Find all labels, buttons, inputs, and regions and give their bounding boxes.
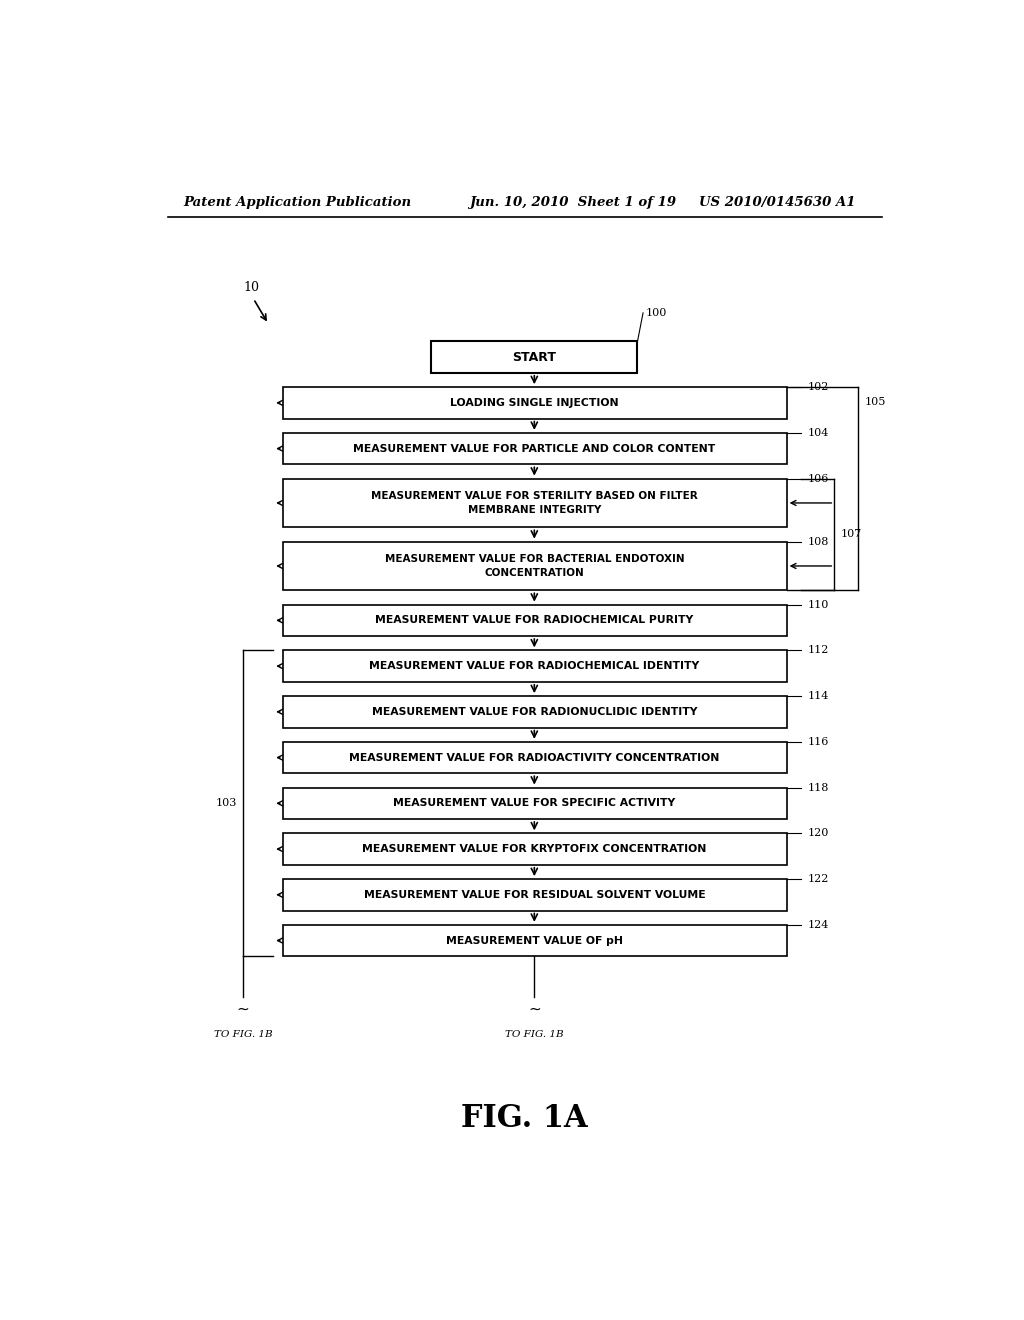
Text: 120: 120 [807, 828, 828, 838]
Text: 103: 103 [215, 799, 237, 808]
Text: 104: 104 [807, 428, 828, 438]
Text: Patent Application Publication: Patent Application Publication [183, 195, 412, 209]
FancyBboxPatch shape [283, 879, 786, 911]
Text: 118: 118 [807, 783, 828, 792]
Text: MEASUREMENT VALUE FOR BACTERIAL ENDOTOXIN
CONCENTRATION: MEASUREMENT VALUE FOR BACTERIAL ENDOTOXI… [384, 554, 684, 578]
Text: 105: 105 [864, 397, 886, 408]
Text: TO FIG. 1B: TO FIG. 1B [505, 1031, 563, 1039]
FancyBboxPatch shape [283, 788, 786, 820]
Text: MEASUREMENT VALUE FOR RESIDUAL SOLVENT VOLUME: MEASUREMENT VALUE FOR RESIDUAL SOLVENT V… [364, 890, 706, 900]
Text: 114: 114 [807, 692, 828, 701]
Text: MEASUREMENT VALUE FOR RADIOCHEMICAL PURITY: MEASUREMENT VALUE FOR RADIOCHEMICAL PURI… [375, 615, 693, 626]
FancyBboxPatch shape [283, 479, 786, 528]
Text: 108: 108 [807, 537, 828, 546]
Text: MEASUREMENT VALUE FOR SPECIFIC ACTIVITY: MEASUREMENT VALUE FOR SPECIFIC ACTIVITY [393, 799, 676, 808]
Text: 10: 10 [243, 281, 259, 293]
FancyBboxPatch shape [283, 742, 786, 774]
Text: TO FIG. 1B: TO FIG. 1B [214, 1031, 272, 1039]
Text: 107: 107 [841, 529, 862, 540]
Text: ∼: ∼ [528, 1002, 541, 1016]
FancyBboxPatch shape [283, 651, 786, 682]
Text: MEASUREMENT VALUE FOR PARTICLE AND COLOR CONTENT: MEASUREMENT VALUE FOR PARTICLE AND COLOR… [353, 444, 716, 454]
Text: 124: 124 [807, 920, 828, 929]
Text: MEASUREMENT VALUE FOR STERILITY BASED ON FILTER
MEMBRANE INTEGRITY: MEASUREMENT VALUE FOR STERILITY BASED ON… [371, 491, 697, 515]
FancyBboxPatch shape [283, 925, 786, 956]
Text: 116: 116 [807, 737, 828, 747]
Text: MEASUREMENT VALUE FOR RADIONUCLIDIC IDENTITY: MEASUREMENT VALUE FOR RADIONUCLIDIC IDEN… [372, 706, 697, 717]
Text: MEASUREMENT VALUE FOR RADIOCHEMICAL IDENTITY: MEASUREMENT VALUE FOR RADIOCHEMICAL IDEN… [370, 661, 699, 671]
Text: Jun. 10, 2010  Sheet 1 of 19: Jun. 10, 2010 Sheet 1 of 19 [469, 195, 677, 209]
Text: 122: 122 [807, 874, 828, 884]
Text: 110: 110 [807, 599, 828, 610]
FancyBboxPatch shape [283, 605, 786, 636]
Text: 102: 102 [807, 381, 828, 392]
Text: 106: 106 [807, 474, 828, 483]
Text: ∼: ∼ [237, 1002, 250, 1016]
Text: FIG. 1A: FIG. 1A [462, 1104, 588, 1134]
Text: 100: 100 [645, 308, 667, 318]
FancyBboxPatch shape [431, 342, 638, 372]
Text: START: START [512, 351, 556, 363]
Text: US 2010/0145630 A1: US 2010/0145630 A1 [699, 195, 856, 209]
FancyBboxPatch shape [283, 833, 786, 865]
Text: MEASUREMENT VALUE FOR KRYPTOFIX CONCENTRATION: MEASUREMENT VALUE FOR KRYPTOFIX CONCENTR… [362, 843, 707, 854]
FancyBboxPatch shape [283, 433, 786, 465]
Text: LOADING SINGLE INJECTION: LOADING SINGLE INJECTION [450, 397, 618, 408]
Text: 112: 112 [807, 645, 828, 655]
FancyBboxPatch shape [283, 541, 786, 590]
Text: MEASUREMENT VALUE OF pH: MEASUREMENT VALUE OF pH [445, 936, 623, 945]
Text: MEASUREMENT VALUE FOR RADIOACTIVITY CONCENTRATION: MEASUREMENT VALUE FOR RADIOACTIVITY CONC… [349, 752, 720, 763]
FancyBboxPatch shape [283, 387, 786, 418]
FancyBboxPatch shape [283, 696, 786, 727]
